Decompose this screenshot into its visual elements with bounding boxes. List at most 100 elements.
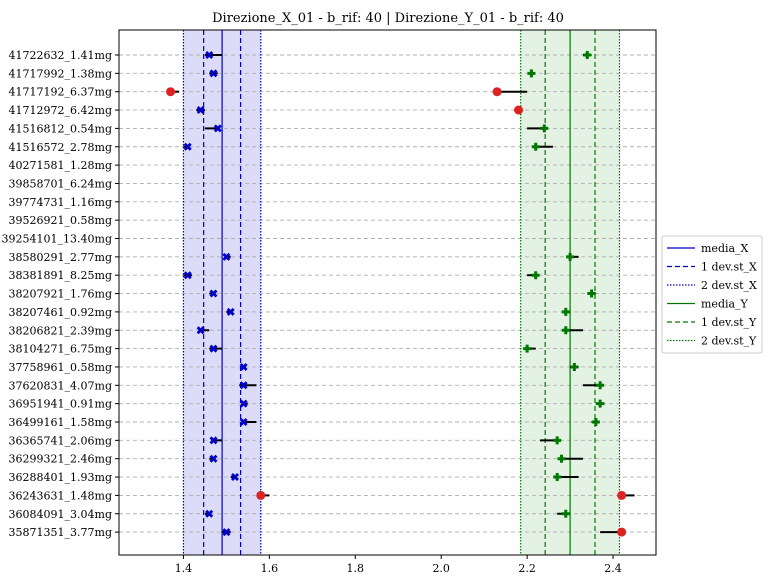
- y-tick-label-4: 41516812_0.54mg: [9, 122, 112, 135]
- point-y-4: [540, 124, 549, 133]
- x-tick-label-5: 2.4: [604, 562, 622, 575]
- y-tick-label-3: 41712972_6.42mg: [9, 104, 112, 117]
- y-tick-label-1: 41717992_1.38mg: [9, 67, 112, 80]
- point-x-3: [196, 106, 205, 115]
- y-tick-label-7: 39858701_6.24mg: [9, 177, 112, 190]
- legend-box: [661, 235, 763, 354]
- point-y-15: [561, 326, 570, 335]
- point-y-23: [553, 473, 562, 482]
- outlier-point-y-24: [617, 490, 627, 500]
- point-y-13: [587, 289, 596, 298]
- grid-lines: [119, 54, 656, 533]
- point-x-mark-16: [209, 344, 218, 353]
- point-y-mark-18: [596, 381, 605, 390]
- point-y-mark-0: [583, 51, 592, 59]
- point-x-20: [239, 418, 248, 426]
- point-x-5: [183, 142, 192, 151]
- plot-frame: [118, 29, 657, 556]
- point-x-mark-3: [196, 106, 205, 115]
- point-x-mark-17: [239, 362, 248, 371]
- point-x-mark-1: [209, 69, 218, 78]
- point-x-14: [226, 307, 235, 316]
- x-tick-label-4: 2.2: [518, 562, 536, 575]
- point-x-mark-14: [226, 307, 235, 316]
- outlier-point-y-26: [617, 527, 627, 537]
- y-tick-label-13: 38207921_1.76mg: [9, 288, 112, 301]
- legend-label-0: media_X: [701, 242, 749, 255]
- point-y-mark-1: [527, 69, 536, 78]
- point-x-mark-5: [183, 142, 192, 151]
- y-tick-label-16: 38104271_6.75mg: [9, 343, 112, 356]
- point-x-mark-25: [205, 509, 214, 518]
- point-x-mark-18: [239, 381, 248, 390]
- y-tick-label-6: 40271581_1.28mg: [9, 159, 112, 172]
- point-x-12: [183, 271, 192, 280]
- x-tick-label-2: 1.8: [347, 562, 365, 575]
- y-tick-label-12: 38381891_8.25mg: [9, 269, 112, 282]
- point-y-25: [561, 509, 570, 518]
- y-tick-label-23: 36288401_1.93mg: [9, 471, 112, 484]
- point-y-mark-19: [596, 399, 605, 408]
- point-y-mark-11: [566, 252, 575, 261]
- y-tick-label-10: 39254101_13.40mg: [2, 233, 112, 246]
- outlier-point-y-2: [492, 87, 502, 97]
- y-tick-label-5: 41516572_2.78mg: [9, 141, 112, 154]
- y-tick-label-11: 38580291_2.77mg: [9, 251, 112, 264]
- point-y-mark-22: [557, 454, 566, 463]
- point-x-mark-13: [209, 289, 218, 298]
- point-y-mark-16: [523, 344, 532, 353]
- point-x-mark-22: [209, 454, 218, 463]
- point-x-16: [209, 344, 218, 353]
- point-y-mark-15: [561, 326, 570, 335]
- y-tick-label-8: 39774731_1.16mg: [9, 196, 112, 209]
- point-x-mark-4: [213, 124, 222, 133]
- x-tick-label-1: 1.6: [261, 562, 279, 575]
- chart-title: Direzione_X_01 - b_rif: 40 | Direzione_Y…: [212, 11, 564, 26]
- y-tick-label-0: 41722632_1.41mg: [9, 49, 112, 62]
- outlier-point-y-3: [514, 105, 524, 115]
- point-x-mark-23: [231, 473, 239, 482]
- outlier-point-x-2: [166, 87, 176, 97]
- point-y-mark-23: [553, 473, 562, 482]
- point-x-mark-11: [222, 252, 231, 261]
- y-tick-label-20: 36499161_1.58mg: [9, 416, 112, 429]
- point-x-1: [209, 69, 218, 78]
- legend-label-2: 2 dev.st_X: [701, 279, 757, 292]
- point-x-17: [239, 362, 248, 371]
- point-x-mark-26: [222, 528, 231, 537]
- point-x-26: [222, 528, 231, 537]
- point-x-21: [209, 436, 218, 445]
- y-tick-label-18: 37620831_4.07mg: [9, 379, 112, 392]
- point-x-mark-12: [183, 271, 192, 280]
- point-y-mark-5: [531, 142, 540, 151]
- y-tick-label-25: 36084091_3.04mg: [9, 508, 112, 521]
- point-y-19: [596, 399, 605, 408]
- data-points: [166, 51, 635, 537]
- point-x-11: [222, 252, 231, 261]
- y-tick-label-26: 35871351_3.77mg: [9, 526, 112, 539]
- point-x-13: [209, 289, 218, 298]
- point-y-20: [591, 418, 600, 426]
- point-y-17: [570, 362, 579, 371]
- point-x-0: [205, 51, 214, 59]
- point-y-11: [566, 252, 575, 261]
- point-y-mark-12: [531, 271, 540, 280]
- point-y-5: [531, 142, 540, 151]
- y-tick-label-9: 39526921_0.58mg: [9, 214, 112, 227]
- x-axis: 1.4 1.6 1.8 2.0 2.2 2.4: [175, 555, 622, 575]
- point-y-mark-20: [591, 418, 600, 426]
- outlier-point-x-24: [256, 490, 266, 500]
- point-y-14: [561, 307, 570, 316]
- point-x-15: [196, 326, 205, 335]
- point-x-mark-19: [239, 399, 248, 408]
- y-tick-label-24: 36243631_1.48mg: [9, 489, 112, 502]
- point-x-mark-20: [239, 418, 248, 426]
- y-axis: 41722632_1.41mg 41717992_1.38mg 41717192_6…: [2, 49, 119, 539]
- legend-label-4: 1 dev.st_Y: [701, 316, 757, 329]
- legend-label-1: 1 dev.st_X: [701, 261, 757, 274]
- point-x-4: [213, 124, 222, 133]
- y-tick-label-2: 41717192_6.37mg: [9, 86, 112, 99]
- point-x-22: [209, 454, 218, 463]
- point-x-19: [239, 399, 248, 408]
